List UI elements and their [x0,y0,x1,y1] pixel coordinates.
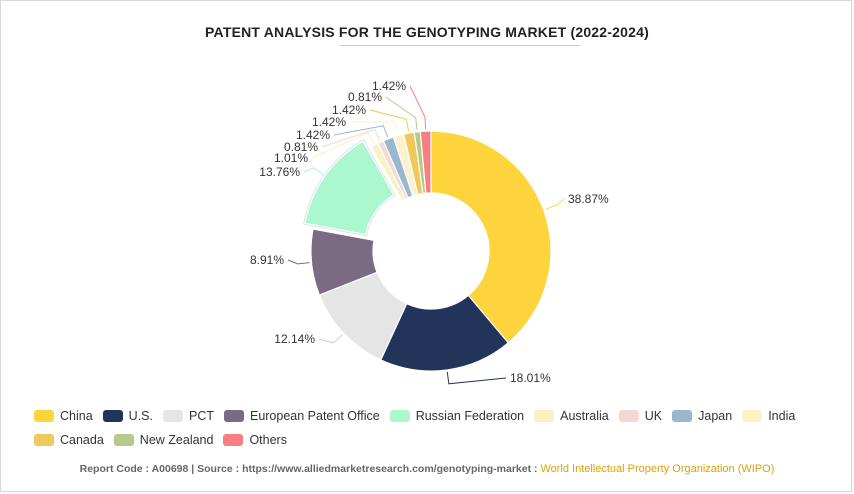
data-label-u-s: 18.01% [510,371,551,385]
slice-european-patent-office[interactable] [310,228,378,296]
slice-russian-federation[interactable] [304,140,395,236]
leader-line-india [349,121,399,134]
legend-swatch [223,410,244,422]
data-label-australia: 1.01% [274,151,308,165]
legend-item[interactable]: Australia [534,409,609,423]
leader-line-others [409,85,427,130]
leader-line-china [545,198,565,210]
data-label-uk: 0.81% [284,140,318,154]
chart-title: PATENT ANALYSIS FOR THE GENOTYPING MARKE… [205,24,649,40]
legend-swatch [34,434,54,446]
footer: Report Code : A00698 | Source : https://… [0,463,854,475]
legend-item[interactable]: PCT [162,409,214,423]
data-label-new-zealand: 0.81% [348,90,382,104]
legend-label: New Zealand [139,433,214,447]
data-label-others: 1.42% [372,79,406,93]
legend-swatch [223,434,244,446]
legend-label: China [60,409,93,423]
report-code: A00698 [151,463,189,475]
report-code-label: Report Code : [79,463,152,475]
legend-label: PCT [188,409,214,423]
donut-chart[interactable]: 38.87%18.01%12.14%8.91%13.76%1.01%0.81%1… [0,0,854,400]
data-label-japan: 1.42% [296,128,330,142]
legend-swatch [162,410,183,422]
legend-swatch [102,410,123,422]
leader-line-new-zealand [385,96,418,130]
legend-swatch [113,434,134,446]
legend-label: U.S. [128,409,153,423]
legend-row: Canada New Zealand Others [34,428,834,452]
leader-line-u-s [446,371,507,385]
legend-label: Australia [560,409,609,423]
data-label-european-patent-office: 8.91% [250,253,284,267]
data-label-pct: 12.14% [274,332,315,346]
title-underline [340,45,580,46]
legend-item[interactable]: Others [223,433,287,447]
chart-legend: China U.S. PCT European Patent Office Russia… [34,404,834,452]
legend-label: Others [249,433,287,447]
legend-item[interactable]: New Zealand [113,433,214,447]
data-label-russian-federation: 13.76% [259,165,300,179]
leader-line-uk [321,128,381,148]
legend-label: India [768,409,796,423]
source-label: Source : [197,463,243,475]
leader-line-australia [311,132,374,159]
legend-swatch [389,410,410,422]
data-label-canada: 1.42% [332,103,366,117]
legend-item[interactable]: China [34,409,93,423]
leader-line-japan [333,125,389,138]
legend-label: Canada [60,433,104,447]
footer-separator: | [188,463,198,475]
legend-item[interactable]: Japan [672,409,732,423]
legend-swatch [618,410,639,422]
leader-line-european-patent-office [287,259,310,265]
legend-label: European Patent Office [249,409,380,423]
legend-label: Japan [698,409,733,423]
legend-item[interactable]: Canada [34,433,104,447]
legend-swatch [34,410,54,422]
legend-swatch [742,410,763,422]
legend-item[interactable]: India [742,409,795,423]
legend-swatch [534,410,555,422]
legend-swatch [672,410,693,422]
data-label-china: 38.87% [568,192,609,206]
source-sep: : [531,463,541,475]
leader-line-pct [318,334,343,344]
legend-item[interactable]: UK [618,409,663,423]
leader-line-canada [369,109,410,132]
slice-china[interactable] [430,130,552,344]
leader-line-russian-federation [303,167,324,176]
legend-item[interactable]: Russian Federation [389,409,525,423]
data-label-india: 1.42% [312,115,346,129]
legend-item[interactable]: U.S. [102,409,153,423]
legend-label: UK [644,409,663,423]
legend-row: China U.S. PCT European Patent Office Russia… [34,404,834,428]
source-url[interactable]: https://www.alliedmarketresearch.com/gen… [242,463,532,475]
legend-item[interactable]: European Patent Office [223,409,380,423]
source-organization[interactable]: World Intellectual Property Organization… [540,463,775,475]
slice-others[interactable] [419,130,432,194]
legend-label: Russian Federation [415,409,525,423]
